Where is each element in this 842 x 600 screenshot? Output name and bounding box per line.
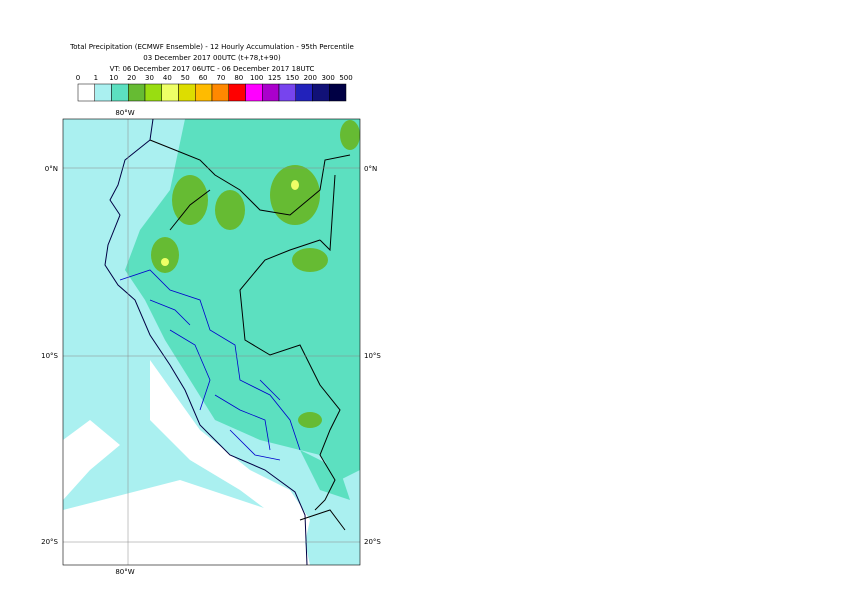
legend-swatch [111,83,129,102]
lat-label: 10°S [41,352,58,360]
legend-swatch [178,83,196,102]
legend-swatch [262,83,280,102]
lat-label: 20°S [41,538,58,546]
legend-swatch [228,83,246,102]
subtitle: 03 December 2017 00UTC (t+78,t+90) [143,54,281,62]
legend-swatch [329,83,347,102]
lat-label: 0°N [364,165,377,173]
lon-label: 80°W [115,568,134,576]
legend-swatch [144,83,162,102]
legend-swatch [278,83,296,102]
legend-label: 20 [127,74,136,82]
legend-swatch [94,83,112,102]
valid-time: VT: 06 December 2017 06UTC - 06 December… [110,65,315,73]
legend: 0 1 10 20 30 40 50 60 70 80 100 125 150 200 300 500 [76,74,353,102]
legend-swatch [77,83,95,102]
legend-label: 150 [286,74,299,82]
legend-label: 80 [234,74,243,82]
legend-label: 100 [250,74,263,82]
legend-label: 1 [94,74,98,82]
legend-swatch [211,83,229,102]
legend-swatch [312,83,330,102]
legend-label: 50 [181,74,190,82]
legend-label: 60 [199,74,208,82]
legend-swatch [195,83,213,102]
lat-label: 20°S [364,538,381,546]
lon-label: 80°W [115,109,134,117]
legend-swatch [295,83,313,102]
legend-swatch [245,83,263,102]
title: Total Precipitation (ECMWF Ensemble) - 1… [69,43,354,51]
legend-swatch [161,83,179,102]
legend-label: 40 [163,74,172,82]
legend-label: 70 [216,74,225,82]
lat-label: 0°N [45,165,58,173]
lat-label: 10°S [364,352,381,360]
legend-label: 300 [321,74,334,82]
map [63,119,360,565]
legend-label: 30 [145,74,154,82]
map-frame [62,118,361,566]
legend-label: 10 [109,74,118,82]
legend-label: 200 [304,74,317,82]
legend-swatch [128,83,146,102]
legend-label: 0 [76,74,80,82]
legend-label: 500 [339,74,352,82]
legend-label: 125 [268,74,281,82]
